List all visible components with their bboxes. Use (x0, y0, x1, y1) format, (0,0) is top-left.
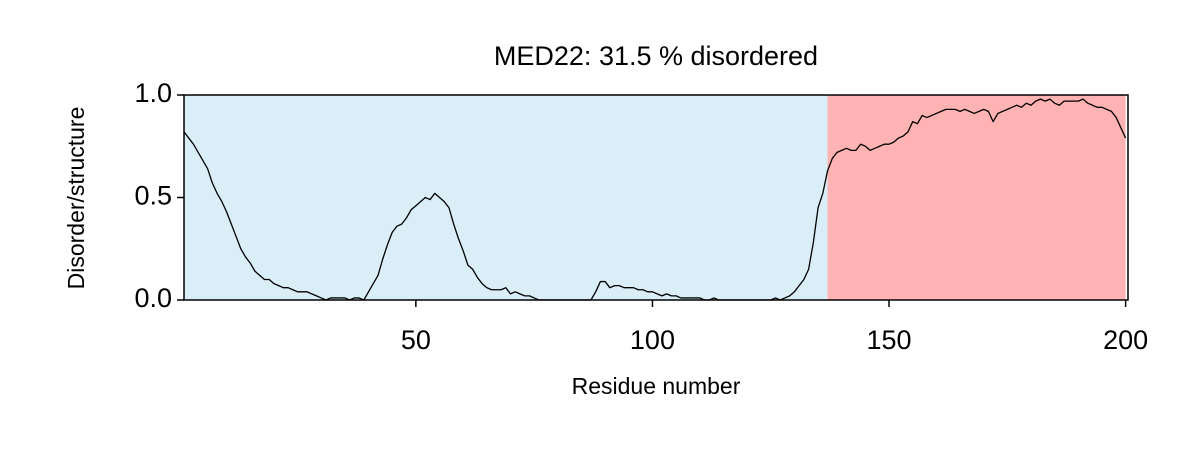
region (827, 95, 1126, 300)
y-tick-label: 0.0 (134, 283, 172, 313)
x-tick-label: 200 (1103, 325, 1148, 355)
y-tick-label: 0.5 (134, 181, 172, 211)
region (184, 95, 828, 300)
x-tick-label: 100 (630, 325, 675, 355)
data-line (183, 98, 1127, 301)
y-axis-label: Disorder/structure (63, 107, 89, 290)
x-axis-label: Residue number (572, 373, 741, 399)
chart-title: MED22: 31.5 % disordered (494, 41, 818, 71)
x-tick-label: 50 (401, 325, 431, 355)
x-tick-label: 150 (867, 325, 912, 355)
y-tick-label: 1.0 (134, 78, 172, 108)
